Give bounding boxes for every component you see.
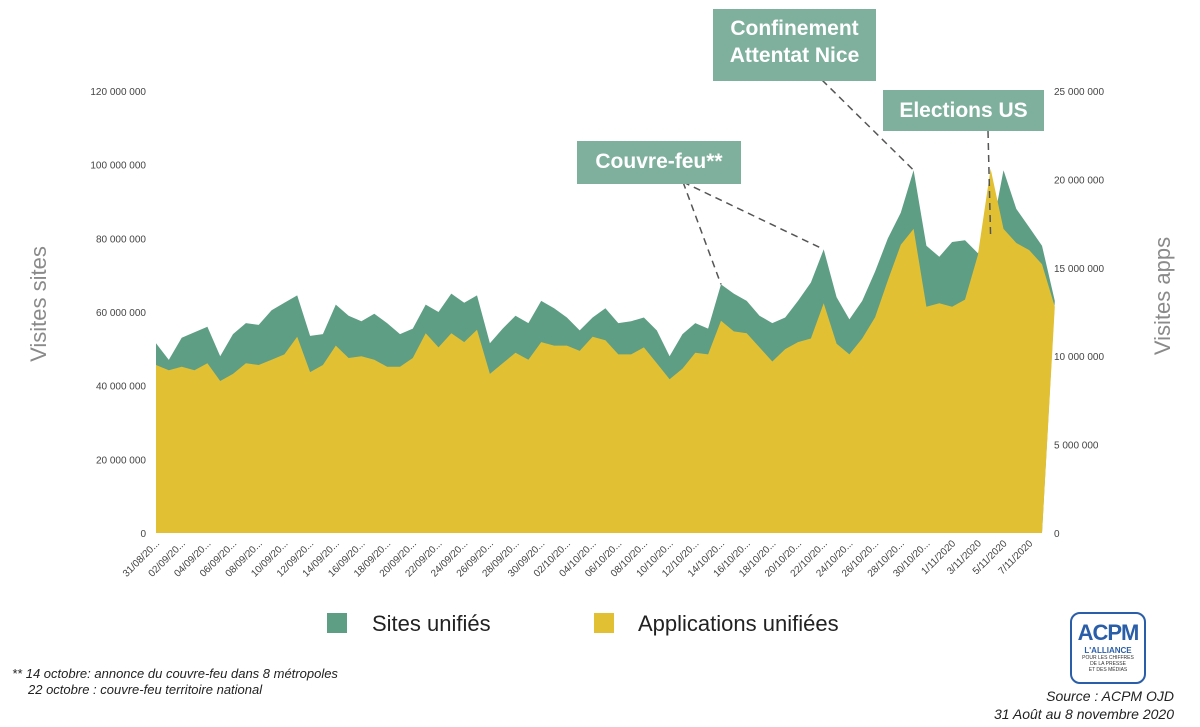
annotation-label: Couvre-feu**	[595, 150, 723, 173]
logo-brand: ACPM	[1077, 620, 1140, 645]
annotation-label: Elections US	[899, 99, 1027, 122]
annotation-label: Attentat Nice	[730, 44, 860, 67]
legend: Sites unifiés Applications unifiées	[327, 611, 839, 636]
y-axis-left-title: Visites sites	[26, 246, 51, 362]
annotation-label: Confinement	[730, 17, 858, 40]
series-area-apps	[156, 168, 1055, 534]
acpm-logo: ACPM L'ALLIANCE POUR LES CHIFFRES DE LA …	[1070, 612, 1146, 684]
logo-tagline-1: POUR LES CHIFFRES	[1082, 655, 1134, 661]
y-left-tick-label: 80 000 000	[96, 234, 146, 245]
y-left-tick-label: 20 000 000	[96, 455, 146, 466]
annotation-box	[883, 90, 1044, 131]
annotation-leader-line	[987, 130, 992, 239]
footnote-line-1: ** 14 octobre: annonce du couvre-feu dan…	[12, 666, 338, 681]
y-right-tick-label: 5 000 000	[1054, 441, 1099, 452]
logo-tagline-3: ET DES MÉDIAS	[1088, 667, 1128, 673]
annotation-leader-line	[821, 79, 915, 171]
annotation-leader-line	[682, 181, 722, 285]
y-right-tick-label: 10 000 000	[1054, 352, 1104, 363]
y-right-tick-label: 25 000 000	[1054, 87, 1104, 98]
source-line-2: 31 Août au 8 novembre 2020	[993, 706, 1174, 722]
y-left-tick-label: 40 000 000	[96, 382, 146, 393]
annotation-leader-line	[682, 181, 825, 251]
y-left-tick-label: 60 000 000	[96, 308, 146, 319]
legend-swatch-apps	[594, 613, 614, 633]
logo-sub: L'ALLIANCE	[1084, 646, 1132, 655]
y-left-tick-label: 0	[140, 529, 146, 540]
legend-swatch-sites	[327, 613, 347, 633]
footnote-line-2: 22 octobre : couvre-feu territoire natio…	[28, 682, 263, 697]
logo-tagline-2: DE LA PRESSE	[1090, 661, 1126, 667]
footnote: ** 14 octobre: annonce du couvre-feu dan…	[12, 666, 338, 698]
source: Source : ACPM OJD 31 Août au 8 novembre …	[994, 687, 1174, 723]
source-line-1: Source : ACPM OJD	[1046, 688, 1174, 704]
y-right-tick-label: 15 000 000	[1054, 264, 1104, 275]
y-left-tick-label: 120 000 000	[90, 87, 146, 98]
annotation-box	[713, 9, 876, 81]
annotation-box	[577, 141, 741, 184]
y-axis-right-title: Visites apps	[1150, 237, 1175, 355]
y-left-tick-label: 100 000 000	[90, 161, 146, 172]
y-right-tick-label: 0	[1054, 529, 1060, 540]
legend-label-sites: Sites unifiés	[372, 611, 491, 636]
y-right-tick-label: 20 000 000	[1054, 175, 1104, 186]
legend-label-apps: Applications unifiées	[638, 611, 839, 636]
